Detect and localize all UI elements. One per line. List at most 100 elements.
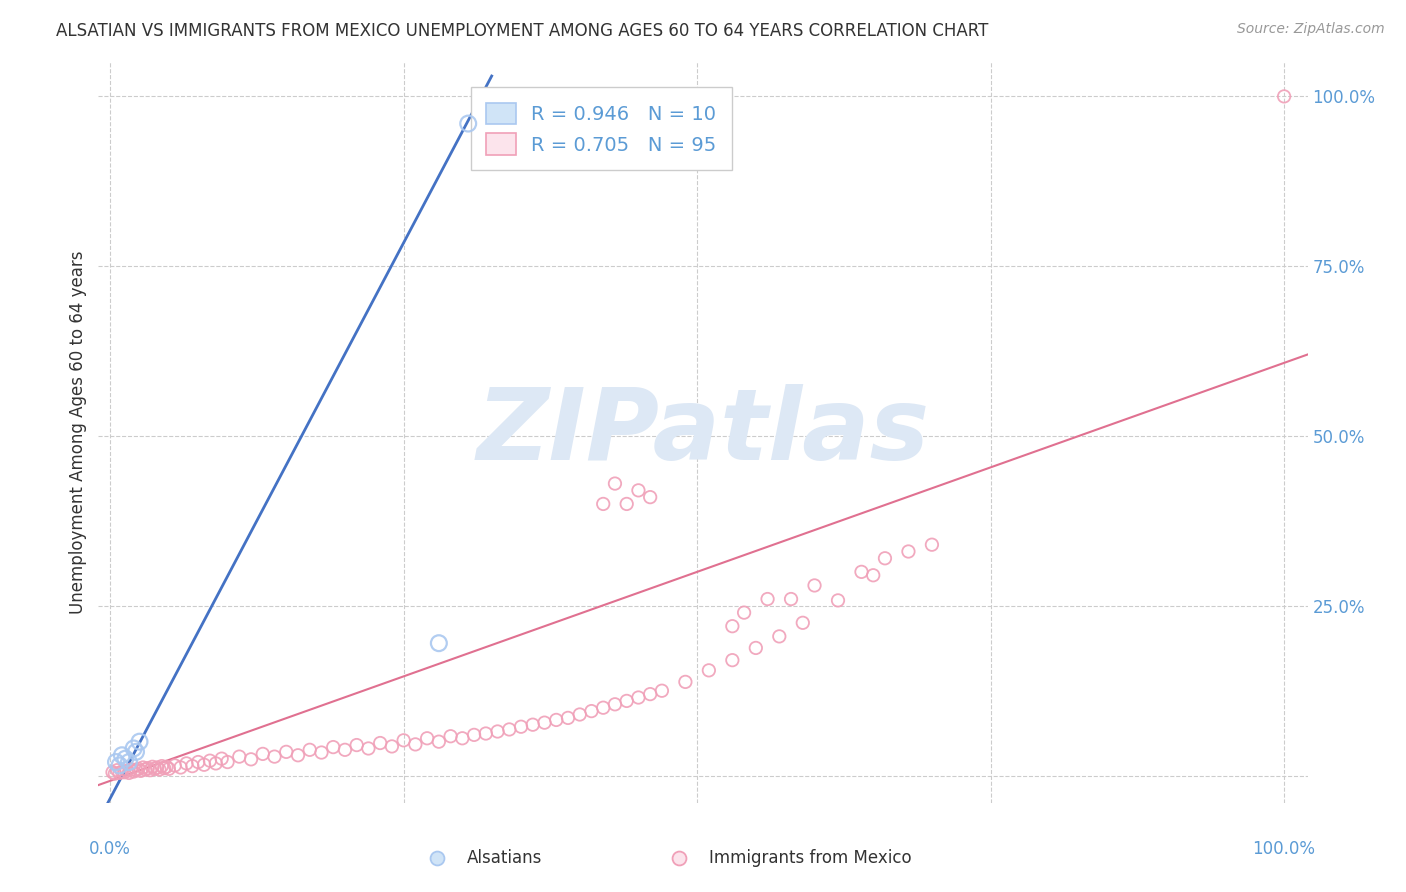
Point [780,592,803,607]
Point [510,720,533,734]
Point [862,568,884,582]
Point [803,578,825,592]
Point [211,752,233,766]
Point [457,117,479,131]
Point [122,764,145,779]
Point [263,749,285,764]
Point [627,690,650,705]
Point [533,715,555,730]
Point [603,698,626,712]
Point [153,761,176,775]
Point [148,763,170,777]
Point [139,763,162,777]
Point [592,497,614,511]
Y-axis label: Unemployment Among Ages 60 to 64 years: Unemployment Among Ages 60 to 64 years [69,251,87,615]
Point [114,752,136,766]
Point [169,760,191,774]
Point [651,683,673,698]
Point [873,551,896,566]
Point [118,755,141,769]
Text: 0.0%: 0.0% [89,840,131,858]
Point [827,593,849,607]
Point [357,741,380,756]
Point [298,743,321,757]
Point [112,765,135,780]
Point [276,745,298,759]
Point [851,565,873,579]
Point [111,764,134,779]
Point [1272,89,1295,103]
Point [768,629,790,643]
Point [733,606,755,620]
Point [120,763,142,777]
Point [198,754,221,768]
Point [581,704,603,718]
Point [150,759,173,773]
Point [592,700,614,714]
Point [721,619,744,633]
Text: Alsatians: Alsatians [467,849,543,867]
Point [921,538,943,552]
Point [721,653,744,667]
Point [118,765,141,780]
Point [745,640,768,655]
Point [122,741,145,756]
Point [105,755,128,769]
Text: ALSATIAN VS IMMIGRANTS FROM MEXICO UNEMPLOYMENT AMONG AGES 60 TO 64 YEARS CORREL: ALSATIAN VS IMMIGRANTS FROM MEXICO UNEMP… [56,22,988,40]
Point [108,758,131,772]
Point [427,820,450,834]
Point [143,762,166,776]
Point [136,761,159,775]
Point [108,765,131,780]
Point [322,740,344,755]
Point [662,820,685,834]
Point [287,748,309,763]
Point [193,757,215,772]
Point [638,490,661,504]
Point [163,758,186,772]
Point [522,717,544,731]
Point [451,731,474,746]
Point [897,544,920,558]
Text: Immigrants from Mexico: Immigrants from Mexico [709,849,911,867]
Point [697,664,720,678]
Point [204,756,226,771]
Point [181,759,204,773]
Point [416,731,439,746]
Point [792,615,814,630]
Point [134,763,156,777]
Point [128,734,150,748]
Point [101,765,124,780]
Point [157,762,180,776]
Point [638,687,661,701]
Point [439,729,461,743]
Point [603,476,626,491]
Point [616,694,638,708]
Point [146,760,169,774]
Point [486,724,509,739]
Point [404,738,426,752]
Point [125,763,148,777]
Point [673,674,696,689]
Point [346,738,368,752]
Point [381,739,404,754]
Point [427,734,450,748]
Point [616,497,638,511]
Point [463,728,485,742]
Point [217,755,239,769]
Point [127,762,149,776]
Point [252,747,274,761]
Text: ZIPatlas: ZIPatlas [477,384,929,481]
Point [756,592,779,607]
Point [498,723,520,737]
Point [627,483,650,498]
Point [115,764,138,778]
Point [111,748,134,763]
Point [129,764,152,778]
Point [176,756,198,771]
Point [104,766,127,780]
Point [311,746,333,760]
Point [125,745,148,759]
Point [333,743,356,757]
Text: 100.0%: 100.0% [1253,840,1316,858]
